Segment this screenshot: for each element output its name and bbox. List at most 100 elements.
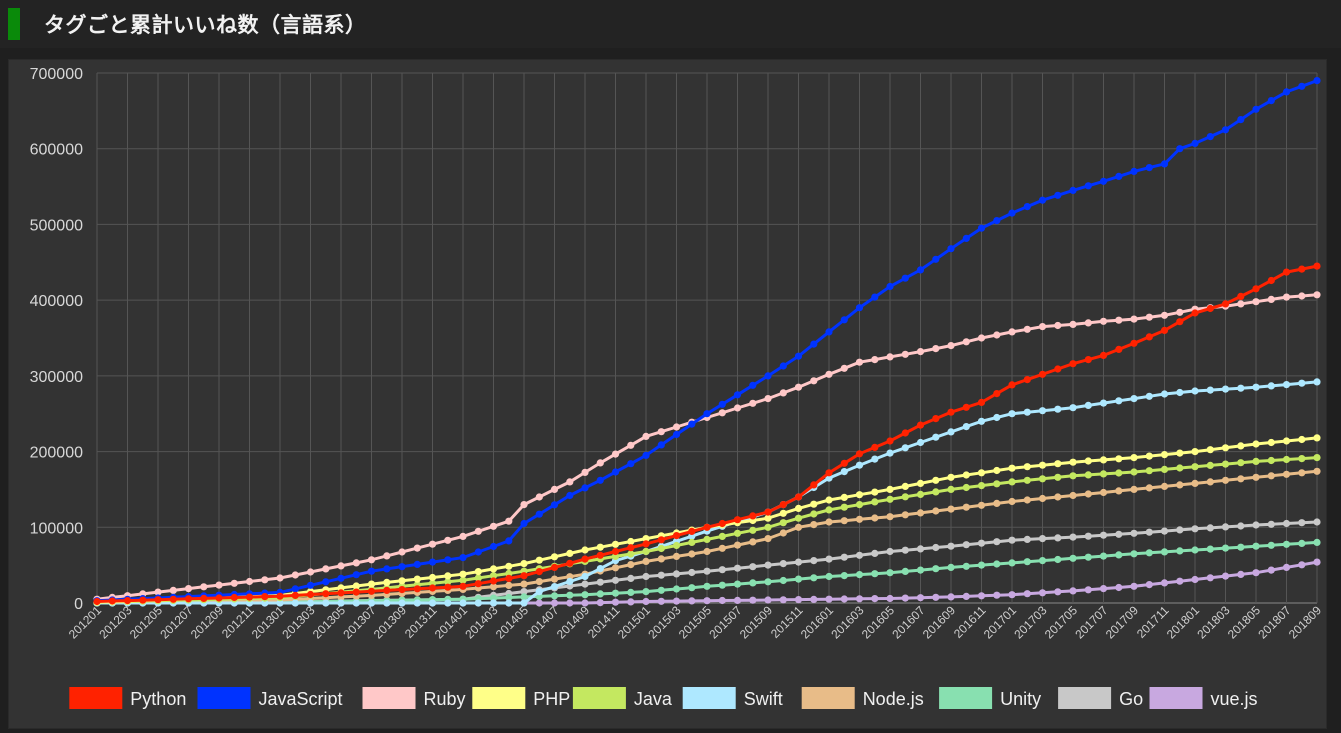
data-point xyxy=(947,408,955,416)
data-point xyxy=(672,585,681,593)
data-point xyxy=(810,521,818,529)
data-point xyxy=(1008,328,1016,336)
data-point xyxy=(1221,523,1230,531)
x-tick-label: 201607 xyxy=(889,603,927,641)
data-point xyxy=(337,574,345,582)
data-point xyxy=(581,468,589,476)
data-point xyxy=(1282,540,1291,548)
data-point xyxy=(1023,376,1031,384)
data-point xyxy=(1252,473,1260,481)
x-tick-label: 201803 xyxy=(1194,603,1232,641)
chart-series xyxy=(93,77,1321,607)
data-point xyxy=(627,588,635,597)
y-tick-label: 100000 xyxy=(30,520,83,537)
data-point xyxy=(1038,323,1047,331)
data-point xyxy=(413,544,421,552)
data-point xyxy=(1023,496,1031,504)
data-point xyxy=(1038,589,1047,597)
data-point xyxy=(825,572,833,581)
data-point xyxy=(596,578,604,586)
data-point xyxy=(581,591,589,599)
data-point xyxy=(993,591,1001,599)
data-point xyxy=(855,515,864,523)
data-point xyxy=(1191,463,1199,471)
data-point xyxy=(810,377,818,385)
data-point xyxy=(1054,321,1062,330)
data-point xyxy=(718,400,726,408)
data-point xyxy=(886,513,894,521)
data-point xyxy=(1298,539,1306,547)
data-point xyxy=(627,441,635,449)
data-point xyxy=(977,224,986,232)
data-point xyxy=(916,479,925,487)
data-point xyxy=(1023,590,1031,598)
data-point xyxy=(444,599,452,607)
data-point xyxy=(1038,196,1047,204)
data-point xyxy=(93,597,101,606)
x-tick-label: 201401 xyxy=(432,603,470,641)
data-point xyxy=(459,532,467,540)
legend-label: Swift xyxy=(744,689,783,709)
data-point xyxy=(154,596,162,604)
data-point xyxy=(825,496,833,504)
data-point xyxy=(703,582,711,590)
data-point xyxy=(550,501,559,509)
data-point xyxy=(1145,333,1153,341)
data-point xyxy=(932,415,940,423)
data-point xyxy=(1267,97,1275,105)
x-tick-label: 201805 xyxy=(1225,603,1263,641)
data-point xyxy=(977,469,986,477)
data-point xyxy=(1160,548,1169,556)
x-tick-label: 201201 xyxy=(66,603,104,641)
data-point xyxy=(352,599,360,607)
data-point xyxy=(1008,464,1016,472)
data-point xyxy=(1130,339,1138,347)
data-point xyxy=(383,586,391,595)
data-point xyxy=(1313,538,1321,546)
data-point xyxy=(916,490,925,498)
data-point xyxy=(383,578,391,587)
data-point xyxy=(977,561,986,569)
y-tick-label: 600000 xyxy=(30,142,83,159)
data-point xyxy=(1176,449,1184,457)
data-point xyxy=(886,282,894,291)
y-tick-label: 0 xyxy=(74,596,83,613)
data-point xyxy=(1054,365,1062,373)
data-point xyxy=(1145,581,1153,589)
data-point xyxy=(474,568,482,576)
y-tick-label: 500000 xyxy=(30,217,83,234)
x-tick-label: 201809 xyxy=(1286,603,1324,641)
data-point xyxy=(901,482,909,490)
data-point xyxy=(855,595,864,603)
data-point xyxy=(596,599,604,607)
data-point xyxy=(352,588,360,596)
data-point xyxy=(871,455,879,463)
data-point xyxy=(1206,304,1214,313)
data-point xyxy=(932,593,940,601)
data-point xyxy=(337,589,345,597)
data-point xyxy=(474,599,482,607)
data-point xyxy=(1176,547,1184,555)
data-point xyxy=(627,550,635,558)
x-tick-label: 201407 xyxy=(523,603,561,641)
data-point xyxy=(1282,381,1291,389)
data-point xyxy=(1130,167,1138,175)
data-point xyxy=(840,503,848,511)
data-point xyxy=(779,509,787,517)
data-point xyxy=(1252,569,1260,577)
data-point xyxy=(642,451,650,459)
data-point xyxy=(505,537,513,545)
data-point xyxy=(1313,558,1321,566)
data-point xyxy=(367,580,376,588)
data-point xyxy=(1145,313,1153,321)
legend-item: Swift xyxy=(682,687,783,709)
data-point xyxy=(566,577,574,586)
data-point xyxy=(932,255,940,263)
data-point xyxy=(916,421,925,429)
data-point xyxy=(1023,325,1031,333)
data-point xyxy=(444,556,452,564)
data-point xyxy=(367,599,376,607)
data-point xyxy=(1237,116,1245,124)
data-point xyxy=(322,599,330,607)
data-point xyxy=(962,562,970,570)
